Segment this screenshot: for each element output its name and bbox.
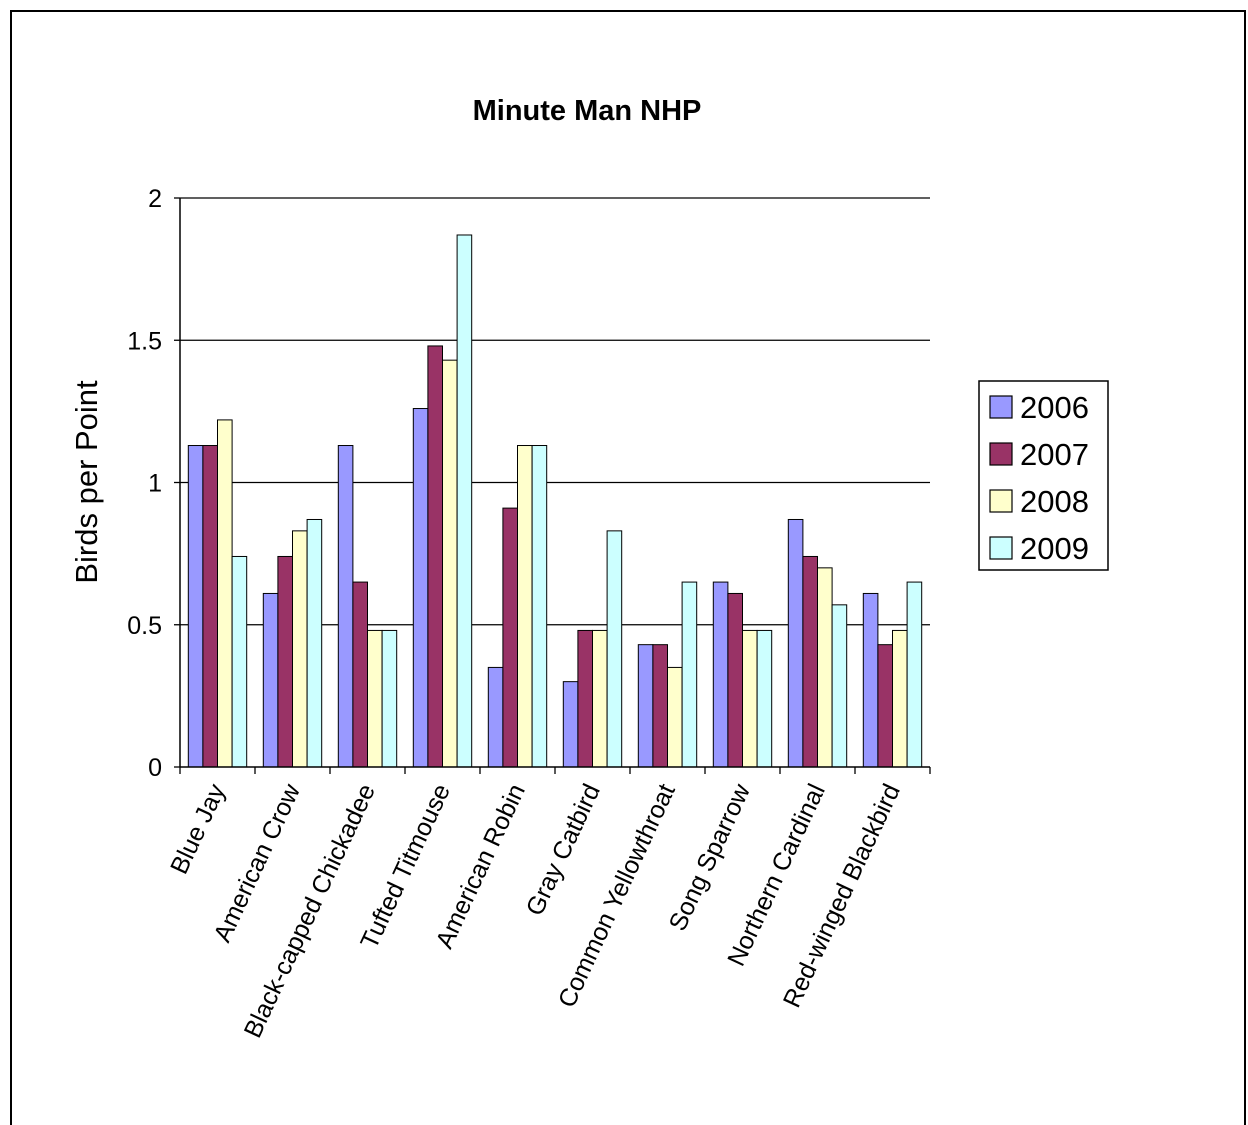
legend-swatch [989,489,1013,513]
bar-2008 [892,629,908,768]
bar-2007 [652,644,669,768]
bar-2008 [292,530,308,768]
bar-2006 [487,666,504,768]
bar-2009 [756,629,773,768]
y-tick-label: 1 [148,470,162,498]
bar-2008 [217,419,233,768]
bars [187,234,923,768]
bar-2007 [877,644,894,768]
bar-2006 [637,644,654,768]
bar-2008 [817,567,833,768]
x-tick-label: Black-capped Chickadee [239,780,381,1042]
y-tick-label: 2 [148,185,162,213]
y-axis-label: Birds per Point [69,380,104,584]
bar-2007 [202,445,218,768]
legend-label: 2006 [1020,390,1089,425]
bar-2007 [352,581,368,768]
bar-2008 [367,629,383,768]
bar-2008 [667,666,683,768]
y-tick-labels: 0 0.5 1 1.5 2 [127,185,180,782]
bar-2007 [277,555,293,768]
bar-2008 [592,629,608,768]
bar-2009 [531,445,548,768]
y-tick-label: 0 [148,754,162,782]
bar-2006 [862,592,879,768]
x-tick-label: Song Sparrow [664,779,757,935]
bar-2007 [427,345,443,768]
bar-2006 [187,445,204,768]
bar-2007 [802,555,819,768]
bar-2009 [681,581,698,768]
legend-label: 2009 [1020,531,1089,566]
bar-2009 [606,530,623,768]
bar-2006 [562,681,579,768]
bar-2006 [412,408,429,768]
y-tick-label: 0.5 [127,612,162,640]
bar-2007 [577,629,594,768]
bar-2009 [831,604,848,768]
x-tick-label: Blue Jay [165,779,231,878]
bar-2009 [381,629,398,768]
bar-2006 [337,445,354,768]
bar-2008 [442,359,458,768]
legend: 2006 2007 2008 2009 [978,380,1109,571]
bar-2009 [456,234,473,768]
chart-frame [10,10,1246,1125]
bar-2009 [906,581,923,768]
chart-title: Minute Man NHP [473,95,702,127]
bar-2008 [742,629,758,768]
legend-swatch [989,536,1013,560]
bar-2008 [517,445,533,768]
bar-2006 [787,518,804,768]
bar-2006 [712,581,729,768]
x-tick-label: Gray Catbird [521,780,606,920]
y-tick-label: 1.5 [127,327,162,355]
bar-2006 [262,592,279,768]
legend-swatch [989,442,1013,466]
bar-2009 [306,518,323,768]
bar-2007 [502,507,518,768]
legend-label: 2007 [1020,437,1089,472]
legend-label: 2008 [1020,484,1089,519]
bar-2009 [231,555,248,768]
legend-swatch [989,395,1013,419]
bar-2007 [727,592,744,768]
